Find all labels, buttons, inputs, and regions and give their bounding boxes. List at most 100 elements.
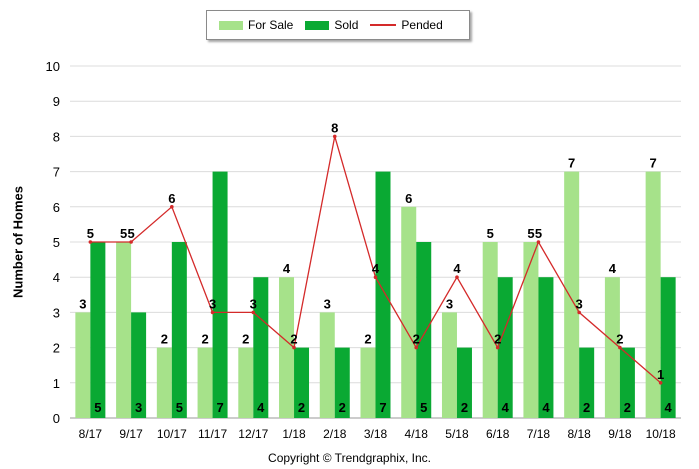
- x-tick-label: 9/18: [608, 427, 632, 441]
- bar-for-sale: [645, 171, 661, 418]
- bar-sold: [171, 242, 187, 418]
- data-label-for-sale: 4: [609, 261, 617, 276]
- data-label-for-sale: 7: [650, 156, 657, 171]
- data-label-pended: 3: [209, 296, 216, 311]
- bar-for-sale: [564, 171, 580, 418]
- data-label-sold: 7: [379, 400, 386, 415]
- data-label-for-sale: 3: [446, 296, 453, 311]
- data-label-sold: 5: [420, 400, 427, 415]
- data-label-pended: 3: [576, 296, 583, 311]
- bar-for-sale: [604, 277, 620, 418]
- data-label-for-sale: 2: [161, 332, 168, 347]
- data-label-sold: 3: [135, 400, 142, 415]
- bar-for-sale: [523, 242, 539, 418]
- x-tick-label: 4/18: [405, 427, 429, 441]
- bar-for-sale: [279, 277, 295, 418]
- y-tick-label: 10: [46, 59, 60, 74]
- data-label-pended: 2: [494, 332, 501, 347]
- point-pended: [88, 240, 93, 244]
- x-tick-label: 10/17: [157, 427, 187, 441]
- bar-for-sale: [401, 206, 417, 418]
- bar-for-sale: [360, 347, 376, 418]
- data-label-sold: 4: [542, 400, 550, 415]
- data-label-for-sale: 3: [324, 296, 331, 311]
- y-tick-label: 4: [53, 270, 60, 285]
- point-pended: [292, 345, 296, 350]
- bar-for-sale: [482, 242, 498, 418]
- bar-sold: [579, 347, 595, 418]
- bar-sold: [294, 347, 310, 418]
- data-label-for-sale: 3: [79, 296, 86, 311]
- chart-legend: For Sale Sold Pended: [206, 10, 470, 40]
- legend-swatch-for-sale: [219, 20, 243, 30]
- x-tick-label: 2/18: [323, 427, 347, 441]
- data-label-sold: 4: [502, 400, 510, 415]
- x-tick-label: 6/18: [486, 427, 510, 441]
- x-tick-label: 12/17: [238, 427, 268, 441]
- point-pended: [210, 310, 215, 315]
- data-label-sold: 7: [216, 400, 223, 415]
- data-label-sold: 2: [624, 400, 631, 415]
- data-label-sold: 4: [257, 400, 265, 415]
- y-axis-label: Number of Homes: [10, 186, 26, 298]
- bar-sold: [334, 347, 350, 418]
- y-tick-label: 7: [53, 165, 60, 180]
- bar-sold: [497, 277, 513, 418]
- legend-item-for-sale: For Sale: [219, 18, 293, 32]
- legend-label-for-sale: For Sale: [248, 18, 294, 32]
- bar-for-sale: [197, 347, 213, 418]
- legend-label-pended: Pended: [401, 18, 443, 32]
- x-tick-label: 11/17: [198, 427, 227, 441]
- y-tick-label: 1: [53, 376, 60, 391]
- legend-label-sold: Sold: [334, 18, 359, 32]
- legend-swatch-pended: [370, 24, 397, 26]
- x-tick-label: 8/18: [567, 427, 591, 441]
- point-pended: [251, 310, 256, 315]
- bar-for-sale: [238, 347, 254, 418]
- data-label-pended: 6: [168, 191, 175, 206]
- point-pended: [129, 240, 133, 244]
- bar-sold: [660, 277, 676, 418]
- data-label-for-sale: 2: [242, 332, 249, 347]
- data-label-sold: 5: [176, 400, 183, 415]
- copyright-text: Copyright © Trendgraphix, Inc.: [268, 451, 431, 465]
- data-label-sold: 2: [298, 400, 305, 415]
- bar-sold: [375, 171, 391, 418]
- point-pended: [455, 275, 459, 280]
- x-tick-label: 5/18: [445, 427, 469, 441]
- data-label-for-sale: 2: [364, 332, 371, 347]
- data-label-pended: 8: [331, 120, 338, 135]
- bar-for-sale: [116, 242, 132, 418]
- x-tick-label: 3/18: [364, 427, 388, 441]
- bar-for-sale: [156, 347, 172, 418]
- data-label-sold: 2: [339, 400, 346, 415]
- point-pended: [170, 205, 174, 209]
- bar-sold: [456, 347, 472, 418]
- data-label-sold: 2: [583, 400, 590, 415]
- data-label-sold: 4: [665, 400, 673, 415]
- bar-sold: [131, 312, 147, 418]
- x-tick-label: 9/17: [119, 427, 143, 441]
- data-label-pended: 4: [453, 261, 461, 276]
- legend-item-sold: Sold: [305, 18, 358, 32]
- bar-for-sale: [441, 312, 457, 418]
- data-label-for-sale: 5: [527, 226, 534, 241]
- bar-sold: [416, 242, 432, 418]
- data-label-pended: 3: [250, 296, 257, 311]
- data-label-for-sale: 4: [283, 261, 291, 276]
- data-label-for-sale: 5: [487, 226, 494, 241]
- data-label-sold: 5: [94, 400, 101, 415]
- bar-for-sale: [319, 312, 335, 418]
- bar-sold: [619, 347, 635, 418]
- data-label-for-sale: 6: [405, 191, 412, 206]
- point-pended: [414, 345, 419, 350]
- data-label-pended: 4: [372, 261, 380, 276]
- y-tick-label: 0: [53, 411, 60, 426]
- point-pended: [495, 345, 500, 350]
- legend-item-pended: Pended: [370, 18, 443, 32]
- data-label-pended: 5: [87, 226, 94, 241]
- y-tick-label: 2: [53, 341, 60, 356]
- data-label-for-sale: 5: [120, 226, 127, 241]
- data-label-pended: 2: [290, 332, 297, 347]
